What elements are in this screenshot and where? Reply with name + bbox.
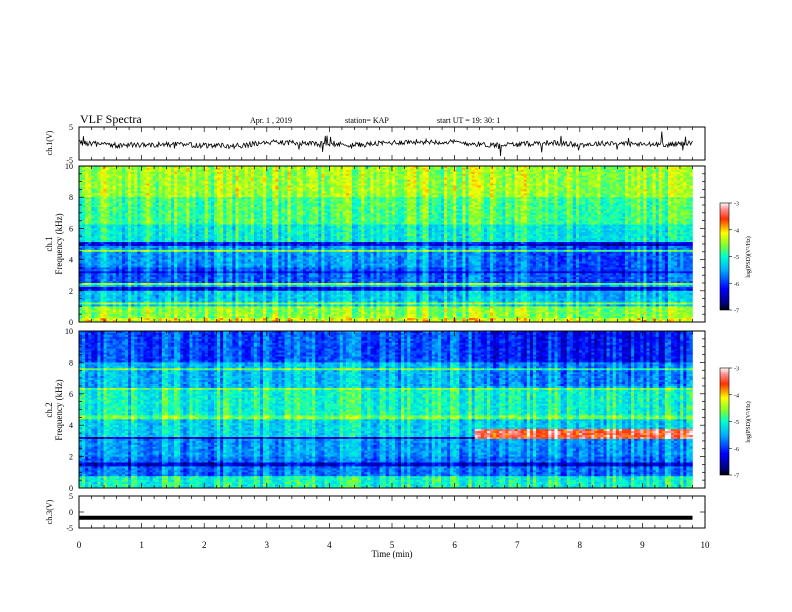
ch1-colorbar xyxy=(719,202,730,311)
colorbar-tick-label: -3 xyxy=(734,367,739,373)
y-tick-label: 10 xyxy=(65,327,73,336)
colorbar-tick-label: -4 xyxy=(734,228,739,234)
y-tick-label: 5 xyxy=(69,492,73,501)
x-tick-label: 9 xyxy=(640,540,645,550)
station-label: station= KAP xyxy=(345,116,389,125)
colorbar-tick-label: -6 xyxy=(734,447,739,453)
y-tick-label: -5 xyxy=(66,156,73,165)
y-tick-label: 4 xyxy=(69,256,73,265)
ch3-waveform-panel: ch.3(V) 5 0 -5 xyxy=(45,492,706,533)
y-tick-label: 5 xyxy=(69,123,73,132)
y-tick-label: 8 xyxy=(69,193,73,202)
ch3-waveform-ylabel: ch.3(V) xyxy=(45,499,54,524)
colorbar-tick-label: -5 xyxy=(734,255,739,261)
ch1-frequency-ylabel: Frequency (kHz) xyxy=(54,213,64,274)
x-tick-label: 6 xyxy=(452,540,457,550)
ch1-spectrogram-image xyxy=(79,166,693,323)
ch1-colorbar-label: log(PSD)(V²/Hz) xyxy=(745,236,752,277)
y-tick-label: 0 xyxy=(69,318,73,327)
x-tick-label: 2 xyxy=(202,540,207,550)
x-tick-label: 10 xyxy=(701,540,711,550)
figure-title: VLF Spectra xyxy=(80,112,142,126)
x-tick-label: 4 xyxy=(327,540,332,550)
y-tick-label: 4 xyxy=(69,421,73,430)
date-label: Apr. 1 , 2019 xyxy=(250,116,292,125)
x-tick-label: 8 xyxy=(578,540,583,550)
colorbar-tick-label: -7 xyxy=(734,309,739,315)
ch2-frequency-ylabel: Frequency (kHz) xyxy=(54,379,64,440)
x-tick-label: 1 xyxy=(139,540,144,550)
ch2-colorbar xyxy=(719,367,730,476)
x-tick-label: 5 xyxy=(390,540,395,550)
ch1-waveform-panel: ch.1(V) 5 -5 xyxy=(45,123,706,165)
time-axis-label: Time (min) xyxy=(372,549,413,559)
colorbar-tick-label: -3 xyxy=(734,202,739,208)
y-tick-label: 6 xyxy=(69,390,73,399)
ch1-waveform-trace xyxy=(78,131,693,157)
x-tick-label: 7 xyxy=(515,540,520,550)
colorbar-tick-label: -4 xyxy=(734,393,739,399)
ch1-spectrogram-ylabel: ch.1 xyxy=(44,236,54,251)
y-tick-label: 0 xyxy=(69,508,73,517)
x-tick-label: 3 xyxy=(265,540,270,550)
y-tick-label: 8 xyxy=(69,358,73,367)
ch2-spectrogram-ylabel: ch.2 xyxy=(44,402,54,417)
y-tick-label: 2 xyxy=(69,453,73,462)
ch2-colorbar-label: log(PSD)(V²/Hz) xyxy=(745,401,752,442)
y-tick-label: 2 xyxy=(69,287,73,296)
colorbar-tick-label: -6 xyxy=(734,282,739,288)
ch1-waveform-ylabel: ch.1(V) xyxy=(45,130,54,155)
colorbar-tick-label: -5 xyxy=(734,420,739,426)
y-tick-label: 10 xyxy=(65,162,73,171)
y-tick-label: 6 xyxy=(69,224,73,233)
y-tick-label: -5 xyxy=(66,524,73,533)
ch2-spectrogram-image xyxy=(79,331,693,489)
y-tick-label: 0 xyxy=(69,484,73,493)
ch1-waveform-frame xyxy=(78,126,706,161)
ch3-waveform-frame xyxy=(78,495,706,529)
x-tick-label: 0 xyxy=(77,540,82,550)
start-time-label: start UT = 19: 30: 1 xyxy=(437,116,500,125)
colorbar-tick-label: -7 xyxy=(734,474,739,480)
